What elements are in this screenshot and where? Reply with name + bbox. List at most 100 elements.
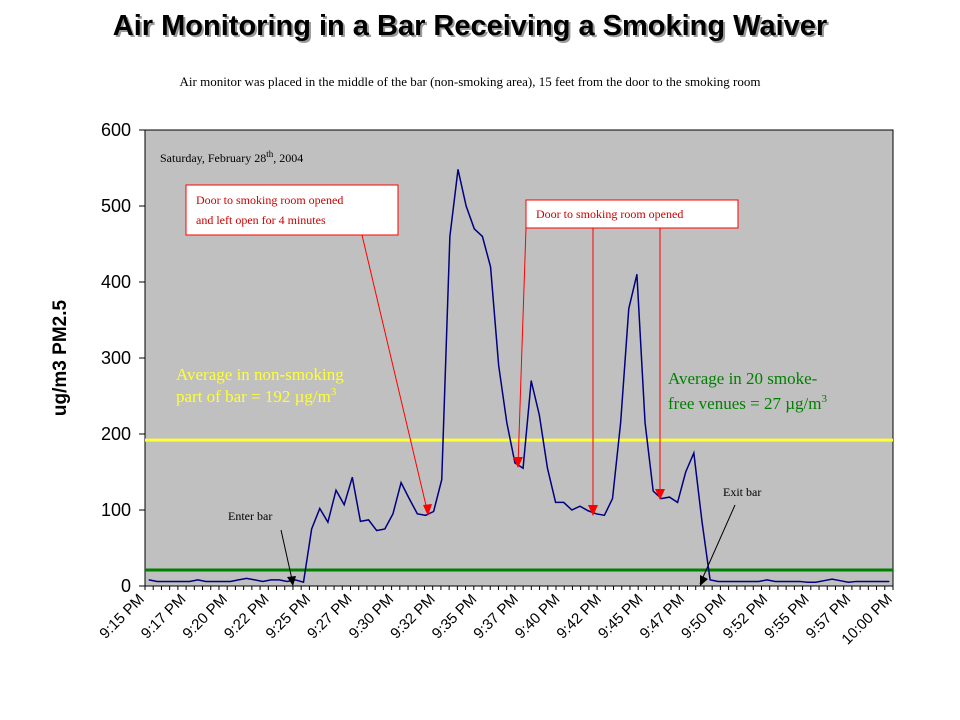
data-point bbox=[620, 422, 622, 424]
data-point bbox=[514, 462, 516, 464]
x-tick-label: 9:15 PM bbox=[96, 591, 148, 643]
data-point bbox=[172, 580, 174, 582]
data-point bbox=[481, 235, 483, 237]
chart-title: Air Monitoring in a Bar Receiving a Smok… bbox=[112, 10, 828, 42]
annotation-line: Exit bar bbox=[723, 485, 761, 499]
data-point bbox=[246, 577, 248, 579]
data-point bbox=[880, 580, 882, 582]
data-point bbox=[498, 365, 500, 367]
data-point bbox=[335, 489, 337, 491]
data-point bbox=[408, 498, 410, 500]
data-point bbox=[546, 467, 548, 469]
data-point bbox=[872, 580, 874, 582]
y-tick-label: 0 bbox=[121, 576, 131, 596]
data-point bbox=[148, 579, 150, 581]
arrow bbox=[361, 234, 429, 515]
avg-label-smokefree: Average in 20 smoke- bbox=[668, 369, 818, 388]
data-point bbox=[262, 580, 264, 582]
x-tick-label: 9:27 PM bbox=[304, 591, 356, 643]
y-axis: 0 100 200 300 400 500 600 bbox=[101, 120, 145, 596]
y-tick-label: 600 bbox=[101, 120, 131, 140]
data-point bbox=[750, 580, 752, 582]
data-point bbox=[571, 509, 573, 511]
annotation-exit-bar: Exit bar bbox=[699, 485, 761, 586]
data-point bbox=[449, 235, 451, 237]
arrowhead bbox=[588, 505, 598, 516]
data-point bbox=[717, 580, 719, 582]
data-point bbox=[758, 580, 760, 582]
data-point bbox=[595, 513, 597, 515]
x-tick-label: 9:20 PM bbox=[179, 591, 231, 643]
arrowhead bbox=[513, 457, 523, 468]
annotation-enter-bar: Enter bar bbox=[228, 509, 296, 586]
data-point bbox=[538, 414, 540, 416]
data-point bbox=[506, 422, 508, 424]
avg-label-smoking: Average in non-smoking bbox=[176, 365, 344, 384]
data-point bbox=[465, 205, 467, 207]
data-point bbox=[384, 528, 386, 530]
data-point bbox=[270, 579, 272, 581]
data-point bbox=[847, 581, 849, 583]
data-point bbox=[327, 521, 329, 523]
data-point bbox=[799, 580, 801, 582]
data-point bbox=[205, 580, 207, 582]
y-tick-label: 100 bbox=[101, 500, 131, 520]
date-label: Saturday, February 28th, 2004 bbox=[160, 149, 303, 165]
y-tick-label: 500 bbox=[101, 196, 131, 216]
data-point bbox=[636, 273, 638, 275]
annotation-door-open: Door to smoking room opened bbox=[513, 199, 739, 516]
arrow bbox=[517, 227, 527, 467]
data-point bbox=[441, 479, 443, 481]
data-point bbox=[294, 579, 296, 581]
data-point bbox=[612, 498, 614, 500]
x-tick-label: 9:17 PM bbox=[138, 591, 190, 643]
data-point bbox=[522, 467, 524, 469]
data-point bbox=[156, 580, 158, 582]
data-point bbox=[319, 507, 321, 509]
data-point bbox=[164, 580, 166, 582]
data-point bbox=[660, 498, 662, 500]
data-point bbox=[359, 520, 361, 522]
data-point bbox=[839, 580, 841, 582]
annotation-line: Enter bar bbox=[228, 509, 272, 523]
chart-subtitle: Air monitor was placed in the middle of … bbox=[179, 74, 761, 89]
x-tick-label: 9:42 PM bbox=[553, 591, 605, 643]
data-point bbox=[725, 580, 727, 582]
data-point bbox=[766, 579, 768, 581]
data-point bbox=[457, 169, 459, 171]
data-point bbox=[603, 514, 605, 516]
avg-label-smokefree-2: free venues = 27 µg/m3 bbox=[668, 393, 827, 413]
data-point bbox=[343, 504, 345, 506]
data-point bbox=[237, 579, 239, 581]
x-tick-label: 9:35 PM bbox=[429, 591, 481, 643]
data-point bbox=[733, 580, 735, 582]
data-point bbox=[742, 580, 744, 582]
data-point bbox=[416, 513, 418, 515]
data-point bbox=[693, 452, 695, 454]
data-point bbox=[652, 490, 654, 492]
data-point bbox=[530, 380, 532, 382]
data-point bbox=[376, 530, 378, 532]
data-point bbox=[213, 580, 215, 582]
y-axis-label: ug/m3 PM2.5 bbox=[50, 300, 71, 417]
data-point bbox=[221, 580, 223, 582]
y-tick-label: 400 bbox=[101, 272, 131, 292]
data-point bbox=[197, 579, 199, 581]
data-point bbox=[286, 580, 288, 582]
arrowhead bbox=[655, 489, 665, 500]
data-point bbox=[644, 422, 646, 424]
data-point bbox=[628, 308, 630, 310]
data-point bbox=[189, 580, 191, 582]
data-point bbox=[888, 580, 890, 582]
data-point bbox=[782, 580, 784, 582]
data-point bbox=[774, 580, 776, 582]
data-point bbox=[392, 513, 394, 515]
data-point bbox=[677, 501, 679, 503]
data-point bbox=[685, 471, 687, 473]
data-point bbox=[587, 510, 589, 512]
annotation-line: Door to smoking room opened bbox=[196, 193, 343, 207]
x-tick-label: 9:30 PM bbox=[346, 591, 398, 643]
data-point bbox=[579, 505, 581, 507]
data-point bbox=[278, 579, 280, 581]
